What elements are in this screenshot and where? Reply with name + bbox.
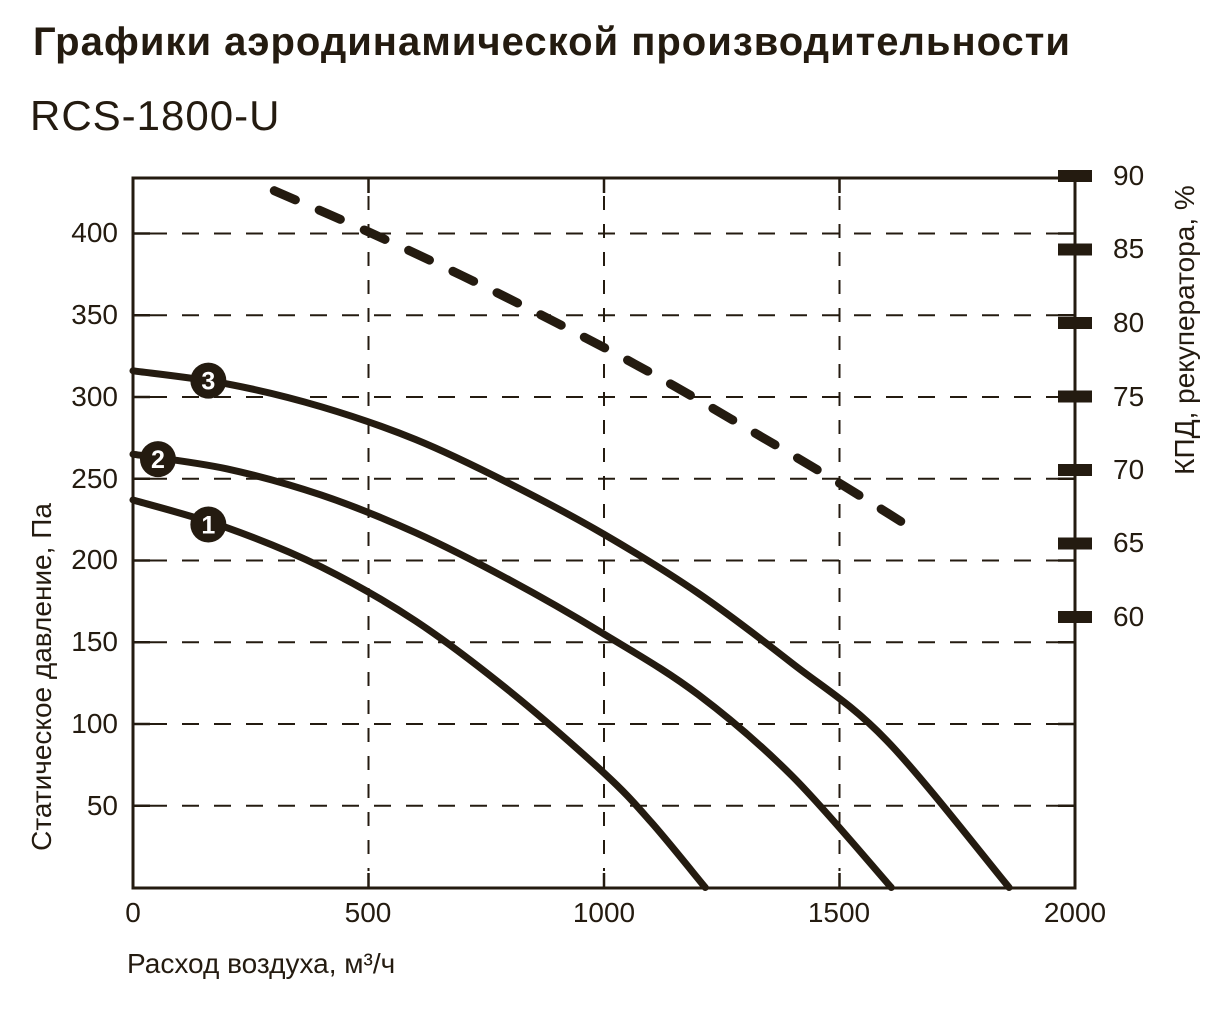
y-right-tick-70: 70 bbox=[1113, 454, 1145, 485]
y-right-tick-75: 75 bbox=[1113, 381, 1145, 412]
y-left-tick-350: 350 bbox=[71, 299, 118, 330]
plot-border bbox=[131, 176, 1077, 890]
y-right-tick-60: 60 bbox=[1113, 601, 1145, 632]
curve-marker-2 bbox=[139, 441, 176, 478]
efficiency-tick-65 bbox=[1058, 537, 1092, 550]
fan-curve-2 bbox=[129, 450, 895, 891]
y-right-tick-90: 90 bbox=[1113, 160, 1145, 191]
fan-curve-3 bbox=[129, 367, 1013, 891]
efficiency-tick-60 bbox=[1058, 611, 1092, 623]
x-tick-500: 500 bbox=[344, 897, 392, 928]
model-name: RCS-1800-U bbox=[30, 92, 281, 139]
y-left-tick-100: 100 bbox=[71, 708, 118, 739]
y-left-tick-250: 250 bbox=[71, 463, 118, 494]
fan-curve-1 bbox=[129, 496, 709, 891]
y-right-tick-80: 80 bbox=[1113, 307, 1145, 338]
x-tick-0: 0 bbox=[125, 897, 141, 928]
efficiency-tick-80 bbox=[1058, 317, 1092, 329]
efficiency-curve bbox=[269, 186, 925, 538]
curve-marker-label-3: 3 bbox=[201, 368, 215, 396]
x-tick-1000: 1000 bbox=[572, 897, 636, 928]
efficiency-tick-75 bbox=[1058, 390, 1092, 403]
efficiency-tick-85 bbox=[1058, 243, 1092, 256]
curve-marker-3 bbox=[190, 362, 227, 399]
y-left-tick-150: 150 bbox=[71, 626, 118, 657]
efficiency-tick-90 bbox=[1058, 170, 1092, 182]
y-right-axis-title: КПД, рекуператора, % bbox=[1169, 185, 1200, 475]
y-left-tick-400: 400 bbox=[71, 217, 118, 248]
x-axis-title: Расход воздуха, м³/ч bbox=[127, 948, 396, 979]
curve-marker-label-1: 1 bbox=[201, 512, 215, 540]
y-left-tick-50: 50 bbox=[86, 790, 118, 821]
curve-marker-label-2: 2 bbox=[151, 446, 165, 474]
x-tick-2000: 2000 bbox=[1043, 897, 1107, 928]
y-right-tick-85: 85 bbox=[1113, 233, 1145, 264]
page-title: Графики аэродинамической производительно… bbox=[33, 20, 1071, 64]
efficiency-tick-70 bbox=[1058, 464, 1092, 476]
x-tick-1500: 1500 bbox=[807, 897, 871, 928]
y-right-tick-65: 65 bbox=[1113, 527, 1145, 558]
y-left-axis-title: Статическое давление, Па bbox=[26, 503, 57, 851]
curve-marker-1 bbox=[190, 506, 227, 543]
y-left-tick-200: 200 bbox=[71, 544, 118, 575]
y-left-tick-300: 300 bbox=[71, 381, 118, 412]
